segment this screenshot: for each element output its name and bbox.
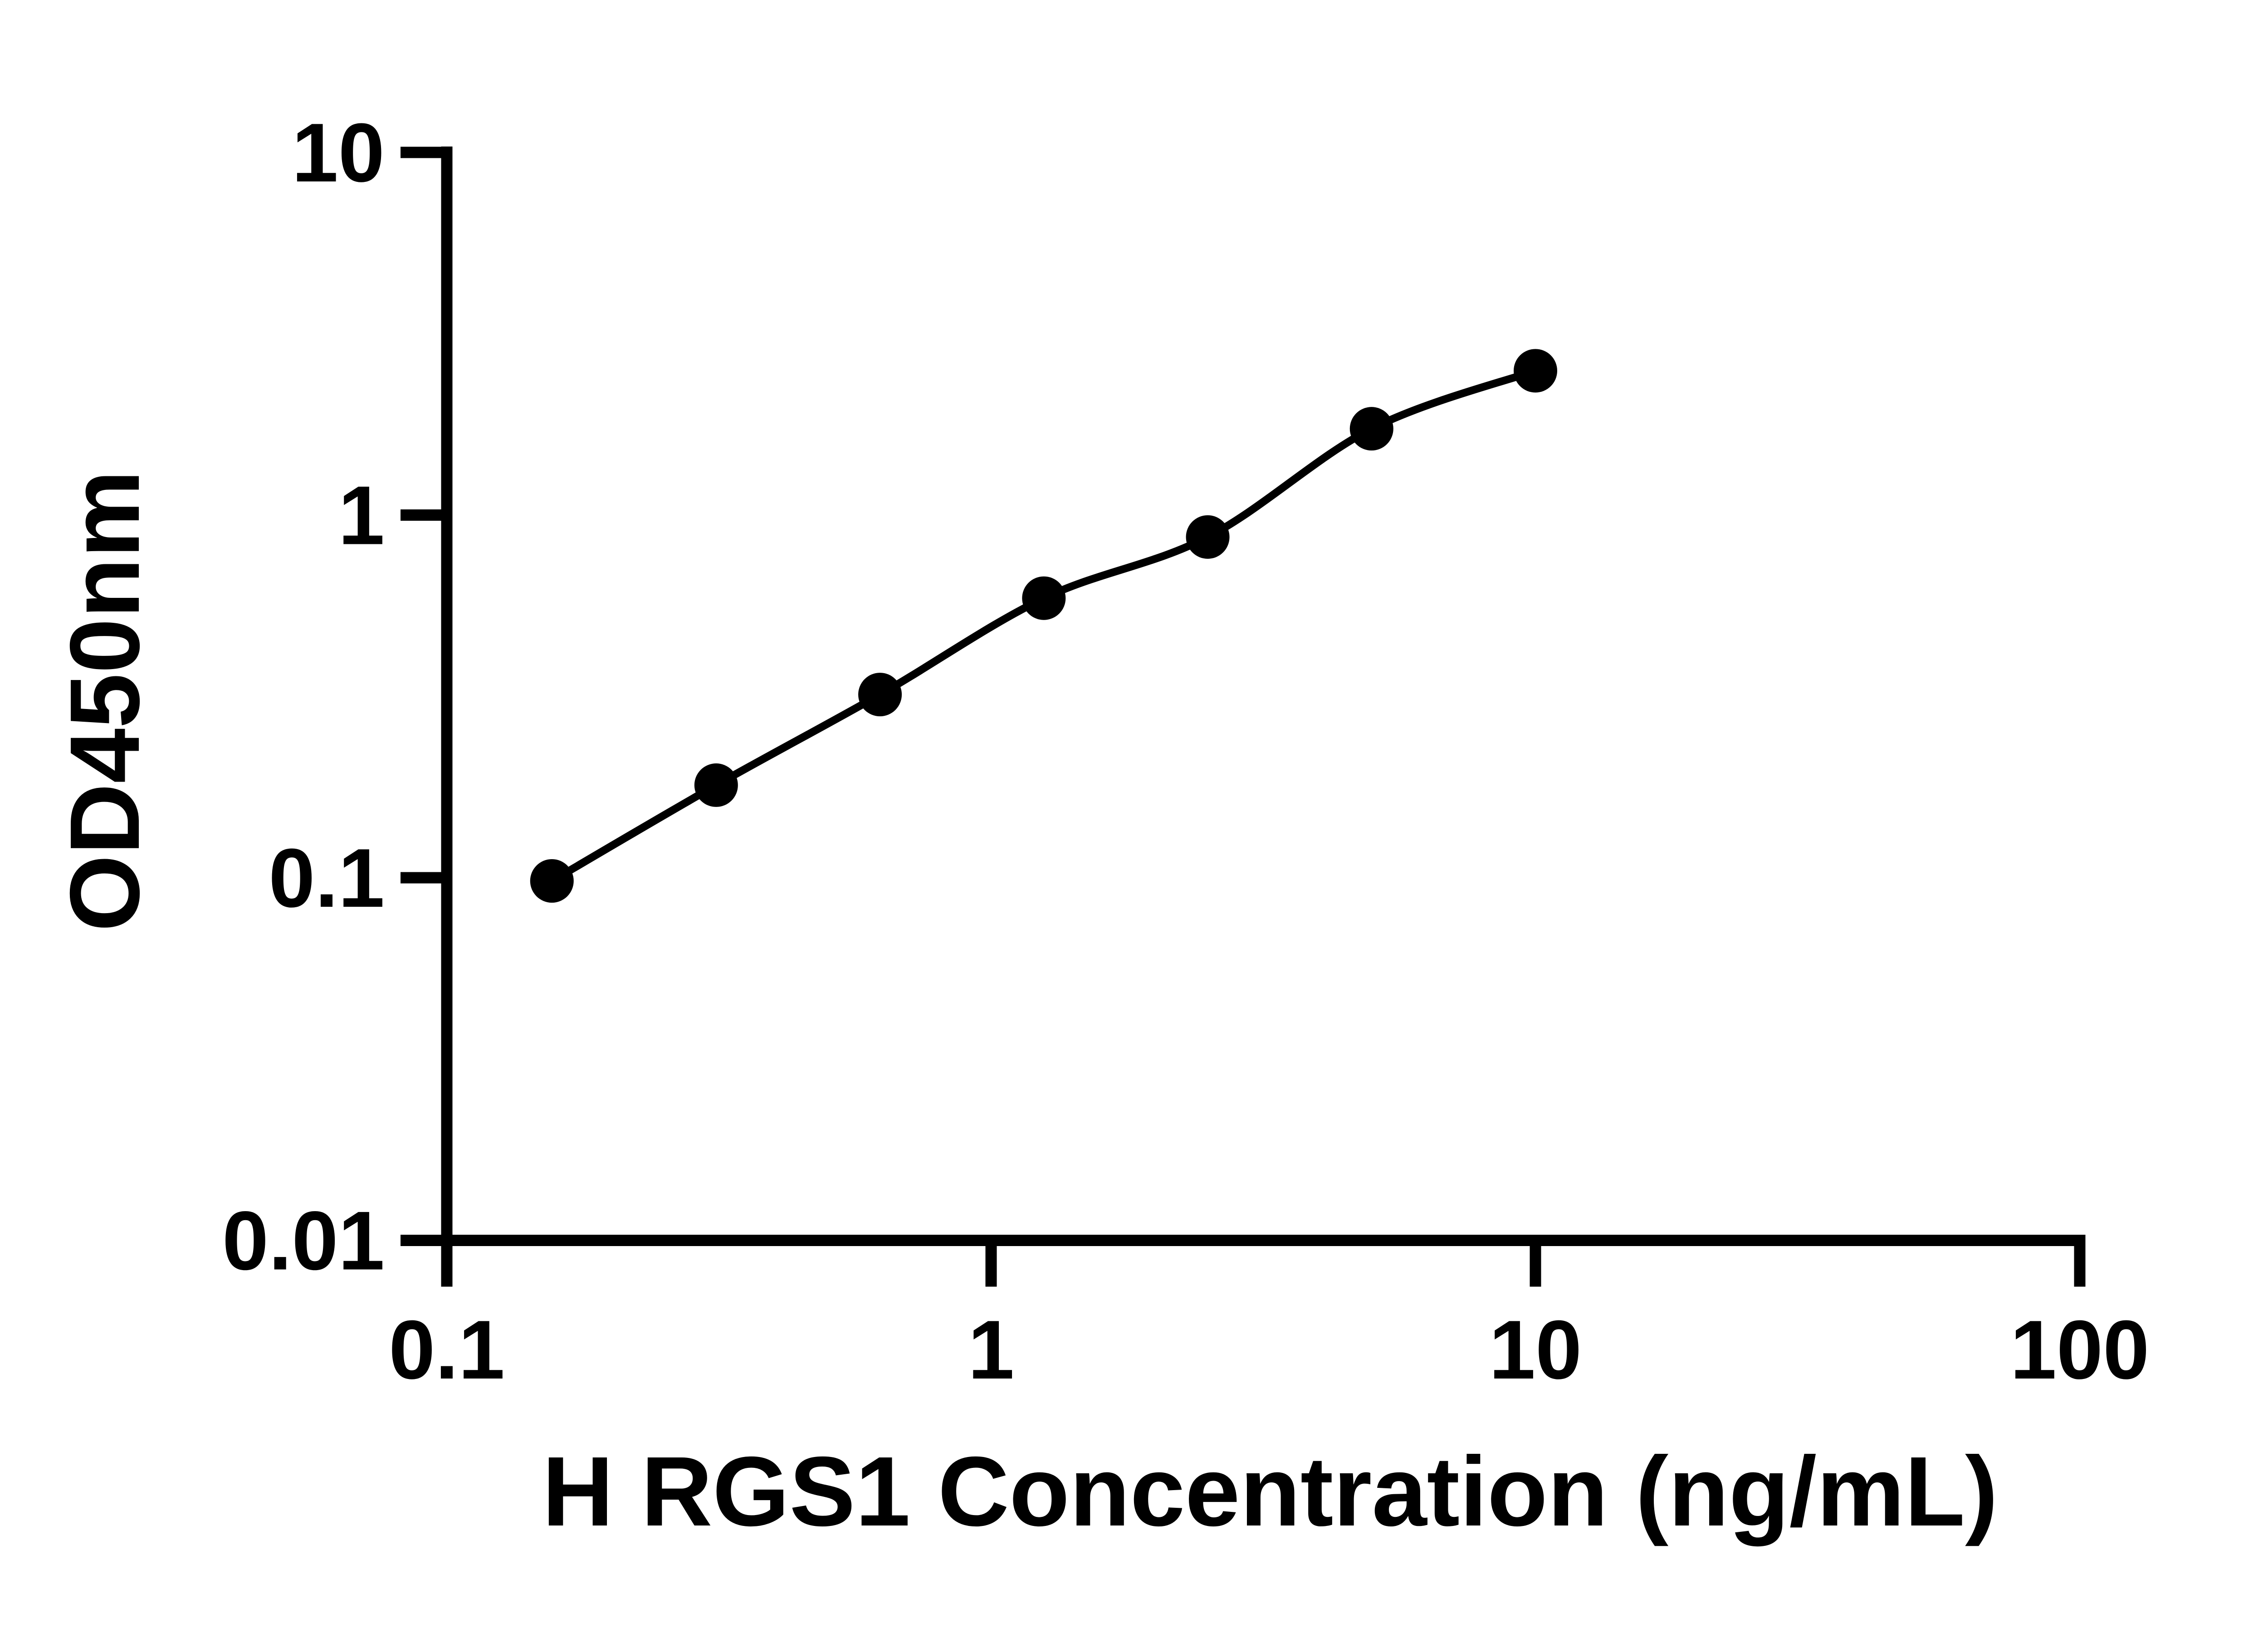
x-tick-label: 100: [2010, 1303, 2150, 1396]
data-point: [1514, 349, 1557, 393]
y-tick-label: 1: [338, 469, 385, 562]
axes: [401, 147, 2086, 1287]
data-point: [1022, 576, 1066, 620]
y-tick-label: 10: [292, 106, 385, 199]
x-tick-label: 0.1: [389, 1303, 505, 1396]
data-point: [530, 859, 574, 903]
x-axis-title: H RGS1 Concentration (ng/mL): [542, 1437, 1998, 1547]
data-series: [530, 349, 1557, 903]
data-point: [1186, 515, 1230, 559]
y-tick-label: 0.1: [269, 831, 385, 924]
axis-ticks: [401, 147, 2086, 1287]
data-point: [1349, 407, 1393, 451]
y-axis-title: OD450nm: [50, 470, 160, 932]
x-tick-label: 10: [1489, 1303, 1582, 1396]
y-tick-label: 0.01: [222, 1194, 385, 1287]
x-tick-label: 1: [968, 1303, 1014, 1396]
data-point: [694, 763, 738, 807]
data-point: [858, 673, 902, 717]
